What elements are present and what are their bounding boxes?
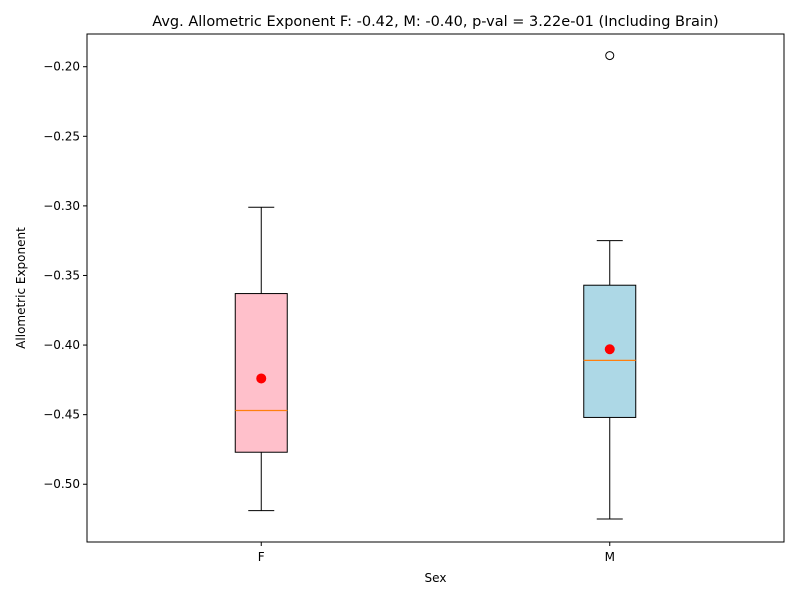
y-axis-ticks: −0.50 −0.45 −0.40 −0.35 −0.30 −0.25 −0.20 — [43, 60, 87, 491]
y-tick-label: −0.50 — [43, 477, 80, 491]
y-tick-label: −0.20 — [43, 60, 80, 74]
x-tick-label: M — [605, 550, 615, 564]
chart-title: Avg. Allometric Exponent F: -0.42, M: -0… — [152, 14, 718, 30]
x-tick-label: F — [258, 550, 265, 564]
mean-marker — [256, 373, 267, 384]
y-tick-label: −0.40 — [43, 338, 80, 352]
plot-area — [86, 33, 785, 543]
y-tick-label: −0.35 — [43, 268, 80, 282]
box-M — [583, 51, 637, 520]
mean-marker — [604, 344, 615, 355]
y-tick-label: −0.30 — [43, 199, 80, 213]
iqr-box — [234, 293, 288, 453]
iqr-box — [583, 284, 637, 418]
y-tick-label: −0.45 — [43, 408, 80, 422]
y-axis-label: Allometric Exponent — [14, 227, 28, 349]
outlier-point — [605, 51, 615, 61]
x-axis-label: Sex — [425, 571, 447, 585]
y-tick-label: −0.25 — [43, 129, 80, 143]
axes-frame — [86, 33, 785, 543]
box-F — [234, 206, 288, 512]
